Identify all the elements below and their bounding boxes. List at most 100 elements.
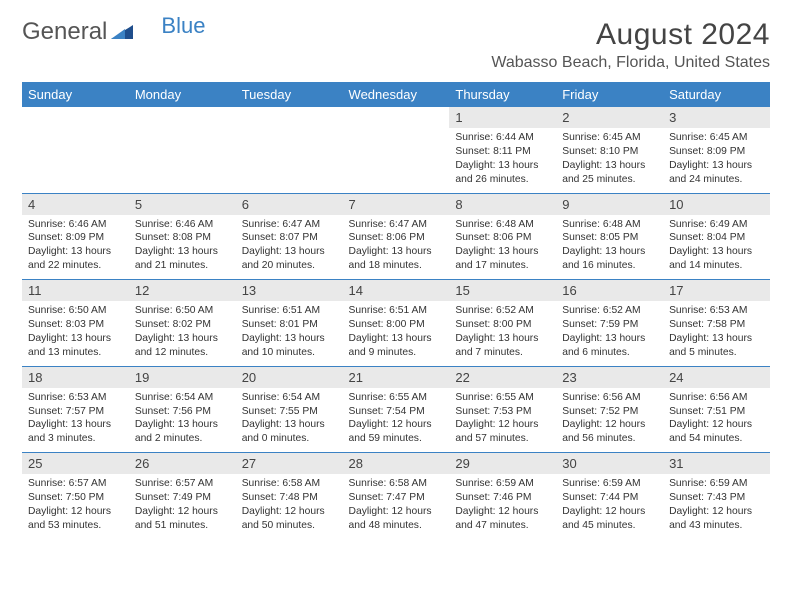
calendar-cell: 12Sunrise: 6:50 AMSunset: 8:02 PMDayligh… bbox=[129, 280, 236, 367]
sunset-line: Sunset: 7:57 PM bbox=[28, 405, 123, 419]
day-number: 17 bbox=[663, 280, 770, 301]
calendar-cell: 4Sunrise: 6:46 AMSunset: 8:09 PMDaylight… bbox=[22, 193, 129, 280]
day-detail: Sunrise: 6:45 AMSunset: 8:09 PMDaylight:… bbox=[663, 128, 770, 193]
calendar-cell: 7Sunrise: 6:47 AMSunset: 8:06 PMDaylight… bbox=[343, 193, 450, 280]
daylight-line: and 25 minutes. bbox=[562, 173, 657, 187]
calendar-cell: 17Sunrise: 6:53 AMSunset: 7:58 PMDayligh… bbox=[663, 280, 770, 367]
daylight-line: and 59 minutes. bbox=[349, 432, 444, 446]
calendar-cell: 15Sunrise: 6:52 AMSunset: 8:00 PMDayligh… bbox=[449, 280, 556, 367]
sunrise-line: Sunrise: 6:47 AM bbox=[242, 218, 337, 232]
sunset-line: Sunset: 8:06 PM bbox=[455, 231, 550, 245]
sunset-line: Sunset: 7:51 PM bbox=[669, 405, 764, 419]
daylight-line: Daylight: 13 hours bbox=[562, 332, 657, 346]
daylight-line: Daylight: 13 hours bbox=[669, 332, 764, 346]
calendar-cell: 27Sunrise: 6:58 AMSunset: 7:48 PMDayligh… bbox=[236, 453, 343, 539]
daylight-line: and 3 minutes. bbox=[28, 432, 123, 446]
daylight-line: Daylight: 13 hours bbox=[562, 245, 657, 259]
sunset-line: Sunset: 8:05 PM bbox=[562, 231, 657, 245]
sunset-line: Sunset: 8:00 PM bbox=[349, 318, 444, 332]
daylight-line: and 16 minutes. bbox=[562, 259, 657, 273]
calendar-cell: 8Sunrise: 6:48 AMSunset: 8:06 PMDaylight… bbox=[449, 193, 556, 280]
day-number: 14 bbox=[343, 280, 450, 301]
daylight-line: and 57 minutes. bbox=[455, 432, 550, 446]
sunrise-line: Sunrise: 6:46 AM bbox=[135, 218, 230, 232]
calendar-cell: 26Sunrise: 6:57 AMSunset: 7:49 PMDayligh… bbox=[129, 453, 236, 539]
sunset-line: Sunset: 7:55 PM bbox=[242, 405, 337, 419]
sunset-line: Sunset: 7:58 PM bbox=[669, 318, 764, 332]
day-detail: Sunrise: 6:59 AMSunset: 7:46 PMDaylight:… bbox=[449, 474, 556, 539]
daylight-line: and 14 minutes. bbox=[669, 259, 764, 273]
daylight-line: and 20 minutes. bbox=[242, 259, 337, 273]
location-subtitle: Wabasso Beach, Florida, United States bbox=[491, 54, 770, 72]
sunrise-line: Sunrise: 6:44 AM bbox=[455, 131, 550, 145]
daylight-line: Daylight: 13 hours bbox=[242, 245, 337, 259]
sunset-line: Sunset: 8:08 PM bbox=[135, 231, 230, 245]
daylight-line: and 54 minutes. bbox=[669, 432, 764, 446]
day-number: 22 bbox=[449, 367, 556, 388]
calendar-cell: 6Sunrise: 6:47 AMSunset: 8:07 PMDaylight… bbox=[236, 193, 343, 280]
day-number: 16 bbox=[556, 280, 663, 301]
daylight-line: Daylight: 13 hours bbox=[135, 332, 230, 346]
day-detail: Sunrise: 6:55 AMSunset: 7:53 PMDaylight:… bbox=[449, 388, 556, 453]
day-detail: Sunrise: 6:51 AMSunset: 8:01 PMDaylight:… bbox=[236, 301, 343, 366]
calendar-cell: 11Sunrise: 6:50 AMSunset: 8:03 PMDayligh… bbox=[22, 280, 129, 367]
day-number: 15 bbox=[449, 280, 556, 301]
day-detail: Sunrise: 6:56 AMSunset: 7:51 PMDaylight:… bbox=[663, 388, 770, 453]
day-detail: Sunrise: 6:58 AMSunset: 7:48 PMDaylight:… bbox=[236, 474, 343, 539]
calendar-cell: 25Sunrise: 6:57 AMSunset: 7:50 PMDayligh… bbox=[22, 453, 129, 539]
daylight-line: Daylight: 13 hours bbox=[455, 332, 550, 346]
calendar-week-row: 11Sunrise: 6:50 AMSunset: 8:03 PMDayligh… bbox=[22, 280, 770, 367]
day-detail: Sunrise: 6:46 AMSunset: 8:08 PMDaylight:… bbox=[129, 215, 236, 280]
day-number: 25 bbox=[22, 453, 129, 474]
brand-part1: General bbox=[22, 18, 107, 46]
sunrise-line: Sunrise: 6:54 AM bbox=[135, 391, 230, 405]
day-number: 28 bbox=[343, 453, 450, 474]
sunset-line: Sunset: 8:09 PM bbox=[669, 145, 764, 159]
daylight-line: and 21 minutes. bbox=[135, 259, 230, 273]
daylight-line: Daylight: 12 hours bbox=[455, 418, 550, 432]
calendar-table: Sunday Monday Tuesday Wednesday Thursday… bbox=[22, 82, 770, 539]
sunrise-line: Sunrise: 6:58 AM bbox=[242, 477, 337, 491]
sunrise-line: Sunrise: 6:47 AM bbox=[349, 218, 444, 232]
brand-part2: Blue bbox=[161, 13, 205, 39]
daylight-line: and 10 minutes. bbox=[242, 346, 337, 360]
day-number: 30 bbox=[556, 453, 663, 474]
day-detail: Sunrise: 6:57 AMSunset: 7:49 PMDaylight:… bbox=[129, 474, 236, 539]
sunset-line: Sunset: 7:59 PM bbox=[562, 318, 657, 332]
sunrise-line: Sunrise: 6:57 AM bbox=[28, 477, 123, 491]
daylight-line: Daylight: 13 hours bbox=[669, 159, 764, 173]
day-detail bbox=[236, 113, 343, 171]
daylight-line: Daylight: 13 hours bbox=[455, 159, 550, 173]
daylight-line: Daylight: 13 hours bbox=[562, 159, 657, 173]
sunset-line: Sunset: 7:56 PM bbox=[135, 405, 230, 419]
calendar-cell: 29Sunrise: 6:59 AMSunset: 7:46 PMDayligh… bbox=[449, 453, 556, 539]
day-detail: Sunrise: 6:51 AMSunset: 8:00 PMDaylight:… bbox=[343, 301, 450, 366]
daylight-line: Daylight: 13 hours bbox=[135, 245, 230, 259]
calendar-cell bbox=[236, 107, 343, 193]
sunrise-line: Sunrise: 6:50 AM bbox=[135, 304, 230, 318]
sunset-line: Sunset: 7:44 PM bbox=[562, 491, 657, 505]
calendar-cell: 1Sunrise: 6:44 AMSunset: 8:11 PMDaylight… bbox=[449, 107, 556, 193]
day-detail: Sunrise: 6:48 AMSunset: 8:06 PMDaylight:… bbox=[449, 215, 556, 280]
day-detail: Sunrise: 6:52 AMSunset: 7:59 PMDaylight:… bbox=[556, 301, 663, 366]
daylight-line: and 7 minutes. bbox=[455, 346, 550, 360]
calendar-cell: 21Sunrise: 6:55 AMSunset: 7:54 PMDayligh… bbox=[343, 366, 450, 453]
daylight-line: and 56 minutes. bbox=[562, 432, 657, 446]
day-number: 8 bbox=[449, 194, 556, 215]
sunrise-line: Sunrise: 6:59 AM bbox=[455, 477, 550, 491]
daylight-line: Daylight: 12 hours bbox=[135, 505, 230, 519]
day-header: Friday bbox=[556, 82, 663, 107]
sunrise-line: Sunrise: 6:55 AM bbox=[455, 391, 550, 405]
sunset-line: Sunset: 8:09 PM bbox=[28, 231, 123, 245]
sunrise-line: Sunrise: 6:45 AM bbox=[562, 131, 657, 145]
day-detail: Sunrise: 6:50 AMSunset: 8:02 PMDaylight:… bbox=[129, 301, 236, 366]
day-number: 29 bbox=[449, 453, 556, 474]
sunrise-line: Sunrise: 6:51 AM bbox=[349, 304, 444, 318]
daylight-line: and 13 minutes. bbox=[28, 346, 123, 360]
day-number: 24 bbox=[663, 367, 770, 388]
page-header: General Blue August 2024 Wabasso Beach, … bbox=[22, 18, 770, 72]
sunset-line: Sunset: 7:52 PM bbox=[562, 405, 657, 419]
day-detail: Sunrise: 6:55 AMSunset: 7:54 PMDaylight:… bbox=[343, 388, 450, 453]
daylight-line: and 48 minutes. bbox=[349, 519, 444, 533]
day-detail: Sunrise: 6:56 AMSunset: 7:52 PMDaylight:… bbox=[556, 388, 663, 453]
